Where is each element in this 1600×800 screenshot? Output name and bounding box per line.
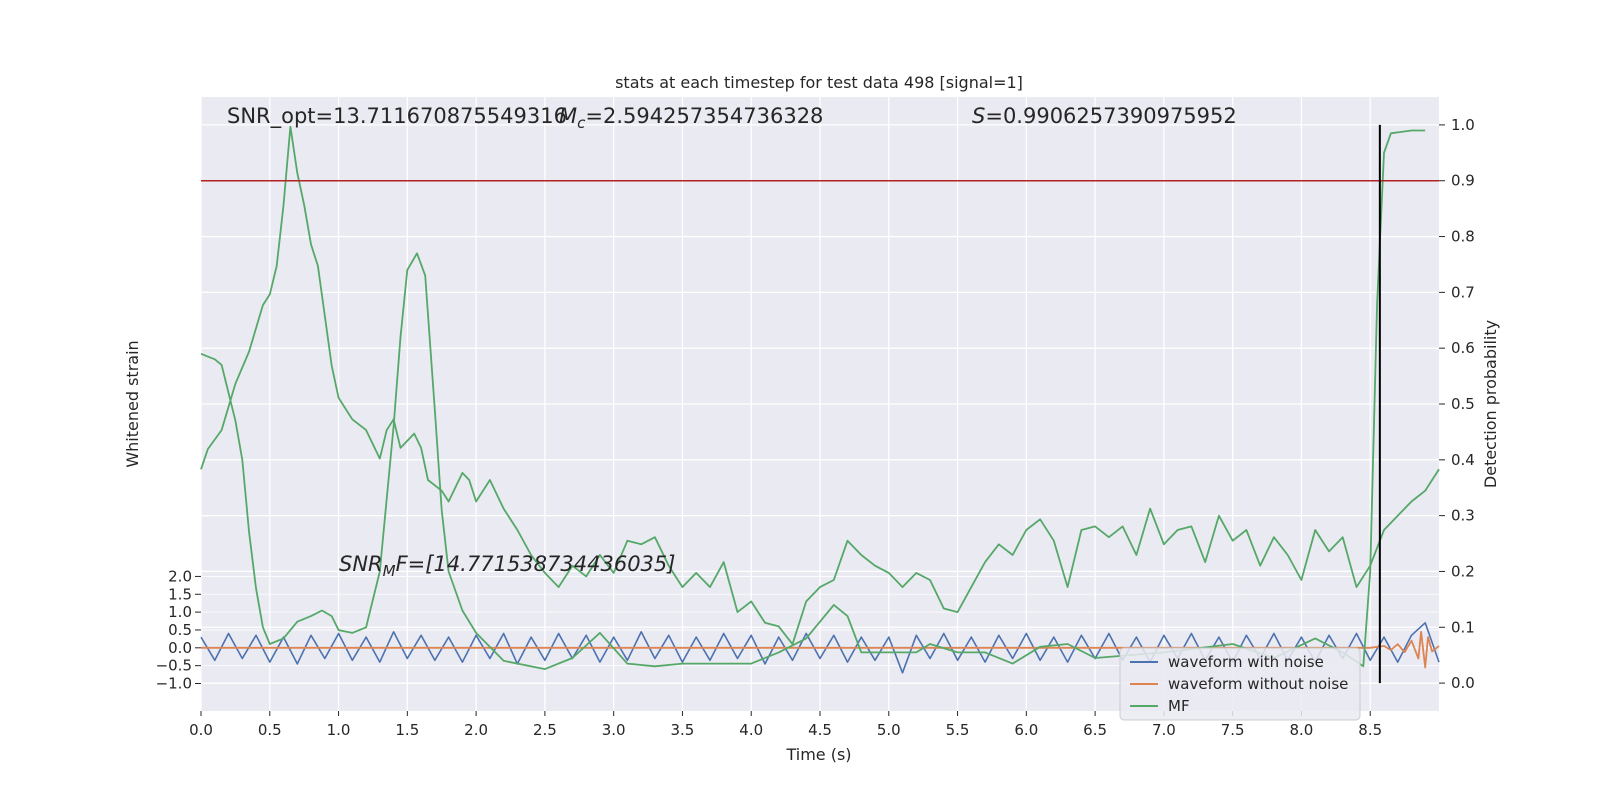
x-axis-label: Time (s) bbox=[785, 745, 851, 764]
annotation-symbol: M bbox=[559, 104, 577, 128]
y-tick-label: 1.5 bbox=[168, 585, 192, 603]
lines bbox=[200, 124, 1440, 684]
legend-label: MF bbox=[1168, 697, 1190, 715]
chart-title: stats at each timestep for test data 498… bbox=[615, 73, 1023, 92]
legend-box bbox=[1119, 647, 1361, 721]
grid bbox=[200, 97, 1439, 711]
annotation-subscript: M bbox=[383, 562, 396, 580]
x-tick-label: 6.5 bbox=[1083, 721, 1107, 739]
annotation-symbol: S bbox=[972, 104, 985, 128]
y-tick-label: 0.0 bbox=[168, 639, 192, 657]
x-tick-label: 8.0 bbox=[1290, 721, 1314, 739]
legend-label: waveform with noise bbox=[1168, 653, 1324, 671]
y2-tick-label: 0.8 bbox=[1451, 228, 1475, 246]
y-axis-label: Whitened strain bbox=[123, 340, 142, 467]
x-tick-label: 8.5 bbox=[1358, 721, 1382, 739]
x-tick-label: 5.5 bbox=[946, 721, 970, 739]
series-line bbox=[200, 129, 1426, 670]
x-tick-label: 4.5 bbox=[808, 721, 832, 739]
y2-tick-label: 0.7 bbox=[1451, 283, 1475, 301]
x-tick-label: 0.5 bbox=[258, 721, 282, 739]
annotation-text: SNR_opt=13.711670875549316 bbox=[227, 104, 567, 129]
x-tick-label: 1.5 bbox=[395, 721, 419, 739]
series-line bbox=[200, 125, 1440, 646]
x-tick-label: 2.5 bbox=[533, 721, 557, 739]
annotation-text: F=[14.771538734436035] bbox=[396, 552, 676, 576]
x-tick-label: 3.0 bbox=[602, 721, 626, 739]
y2-axis-label: Detection probability bbox=[1481, 320, 1500, 488]
y-tick-label: −1.0 bbox=[156, 675, 192, 693]
y2-tick-label: 0.4 bbox=[1451, 451, 1475, 469]
y2-tick-label: 0.9 bbox=[1451, 172, 1475, 190]
annotation-text: =0.9906257390975952 bbox=[985, 104, 1236, 128]
annotation-symbol: SNR bbox=[339, 552, 383, 576]
y2-tick-label: 0.1 bbox=[1451, 618, 1475, 636]
y-tick-label: 1.0 bbox=[168, 603, 192, 621]
y2-tick-label: 0.2 bbox=[1451, 562, 1475, 580]
y2-tick-label: 1.0 bbox=[1451, 116, 1475, 134]
annotation-text: =2.594257354736328 bbox=[585, 104, 823, 128]
x-tick-label: 4.0 bbox=[739, 721, 763, 739]
x-tick-label: 7.5 bbox=[1221, 721, 1245, 739]
y2-tick-label: 0.5 bbox=[1451, 395, 1475, 413]
annotation: SNRMF=[14.771538734436035] bbox=[339, 552, 675, 580]
x-tick-label: 5.0 bbox=[877, 721, 901, 739]
x-tick-label: 3.5 bbox=[671, 721, 695, 739]
y2-tick-label: 0.0 bbox=[1451, 674, 1475, 692]
y2-tick-label: 0.6 bbox=[1451, 339, 1475, 357]
axes: 0.0 0.5 1.0 1.5 2.0 2.5 3.0 3.5 4.0 4.5 5.0 5.5 6.0 6… bbox=[156, 116, 1475, 739]
legend-label: waveform without noise bbox=[1168, 675, 1348, 693]
x-tick-label: 2.0 bbox=[464, 721, 488, 739]
y-tick-label: 0.5 bbox=[168, 621, 192, 639]
x-tick-label: 6.0 bbox=[1014, 721, 1038, 739]
y2-tick-label: 0.3 bbox=[1451, 507, 1475, 525]
annotation-subscript: c bbox=[577, 114, 586, 132]
y-tick-label: 2.0 bbox=[168, 567, 192, 585]
x-tick-label: 1.0 bbox=[327, 721, 351, 739]
legend: waveform with noise waveform without nois… bbox=[1119, 647, 1361, 721]
x-tick-label: 0.0 bbox=[189, 721, 213, 739]
annotation: SNR_opt=13.711670875549316 bbox=[227, 104, 567, 129]
series-line bbox=[201, 630, 1440, 669]
annotation: S=0.9906257390975952 bbox=[972, 104, 1237, 128]
x-tick-label: 7.0 bbox=[1152, 721, 1176, 739]
y-tick-label: −0.5 bbox=[156, 657, 192, 675]
annotation: Mc=2.594257354736328 bbox=[559, 104, 823, 132]
